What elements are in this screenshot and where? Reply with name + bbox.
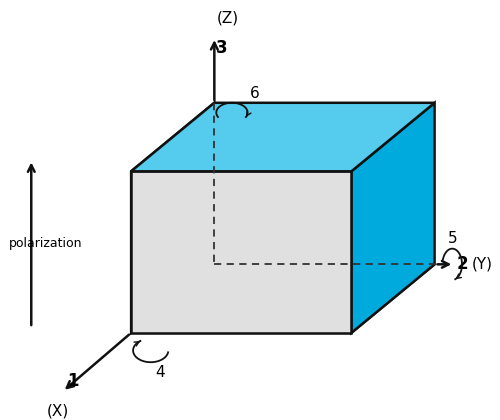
Text: 2: 2 xyxy=(457,255,468,273)
Text: 3: 3 xyxy=(216,39,228,57)
Polygon shape xyxy=(131,103,434,171)
Text: (X): (X) xyxy=(46,403,69,418)
Polygon shape xyxy=(131,171,352,333)
Text: (Y): (Y) xyxy=(472,257,493,272)
Text: 1: 1 xyxy=(68,372,79,390)
Text: 5: 5 xyxy=(448,231,457,246)
Text: polarization: polarization xyxy=(9,237,83,250)
Polygon shape xyxy=(131,103,214,333)
Text: (Z): (Z) xyxy=(216,10,238,26)
Polygon shape xyxy=(131,264,434,333)
Text: 4: 4 xyxy=(156,365,165,380)
Polygon shape xyxy=(352,103,434,333)
Text: 6: 6 xyxy=(250,86,260,101)
